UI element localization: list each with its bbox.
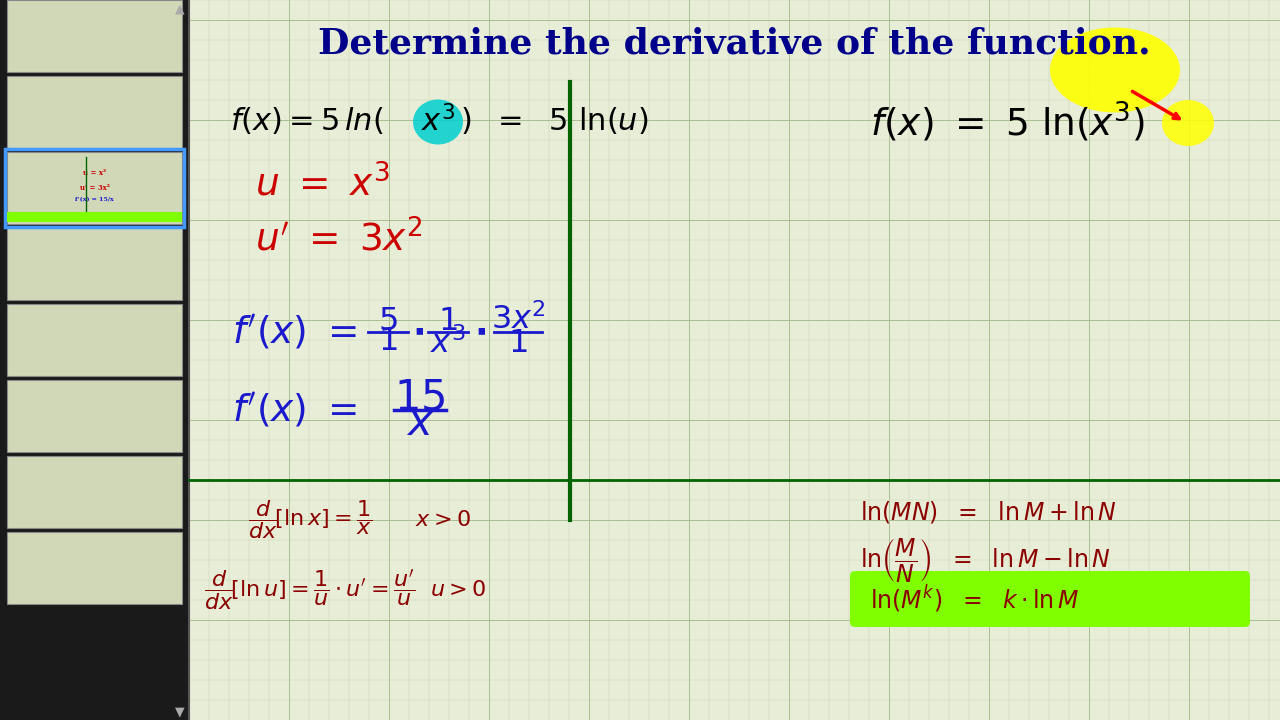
Text: $)\ \ =\ \ 5\ \ln(u)$: $)\ \ =\ \ 5\ \ln(u)$: [460, 107, 649, 138]
Bar: [5, 149, 184, 227]
Text: $15$: $15$: [394, 377, 445, 419]
Text: $1$: $1$: [508, 328, 527, 359]
Bar: [6, 0, 183, 72]
Ellipse shape: [413, 99, 463, 145]
Text: $\ln(MN)\ \ =\ \ \ln M + \ln N$: $\ln(MN)\ \ =\ \ \ln M + \ln N$: [860, 499, 1117, 525]
Text: u' = 3x²: u' = 3x²: [79, 184, 110, 192]
Bar: [6, 212, 183, 222]
Bar: [6, 304, 183, 376]
Text: $x^3$: $x^3$: [421, 106, 456, 138]
Bar: [6, 532, 183, 604]
Bar: [189, 0, 1280, 720]
Text: $u\ =\ x^3$: $u\ =\ x^3$: [255, 166, 389, 204]
Text: $f(x) = 5\!\ ln($: $f(x) = 5\!\ ln($: [230, 107, 384, 138]
Text: f'(x) = 15/x: f'(x) = 15/x: [76, 197, 114, 202]
Text: $\dfrac{d}{dx}\!\left[\ln u\right]=\dfrac{1}{u}\cdot u'=\dfrac{u'}{u}$: $\dfrac{d}{dx}\!\left[\ln u\right]=\dfra…: [205, 568, 416, 612]
Text: $1$: $1$: [379, 326, 398, 358]
Text: $x$: $x$: [406, 402, 434, 444]
Ellipse shape: [1162, 100, 1213, 146]
Text: $1$: $1$: [438, 307, 458, 338]
Text: $x^3$: $x^3$: [430, 328, 466, 360]
Text: $u>0$: $u>0$: [430, 579, 486, 601]
Text: ▲: ▲: [175, 2, 184, 15]
Bar: [0, 0, 189, 720]
Text: Determine the derivative of the function.: Determine the derivative of the function…: [319, 27, 1151, 61]
Text: $3x^2$: $3x^2$: [490, 304, 545, 336]
Text: $u'\ =\ 3x^2$: $u'\ =\ 3x^2$: [255, 220, 422, 259]
Text: $x>0$: $x>0$: [415, 509, 471, 531]
Bar: [6, 76, 183, 148]
Text: ▼: ▼: [175, 705, 184, 718]
Text: $\dfrac{d}{dx}\!\left[\ln x\right]=\dfrac{1}{x}$: $\dfrac{d}{dx}\!\left[\ln x\right]=\dfra…: [248, 498, 372, 541]
Text: u = x³: u = x³: [83, 169, 106, 177]
FancyBboxPatch shape: [850, 571, 1251, 627]
Text: $\ln\!\left(\dfrac{M}{N}\right)\ \ =\ \ \ln M - \ln N$: $\ln\!\left(\dfrac{M}{N}\right)\ \ =\ \ …: [860, 536, 1111, 584]
Text: $f'(x)\ =\ $: $f'(x)\ =\ $: [232, 312, 357, 351]
Text: $5$: $5$: [378, 307, 398, 338]
Ellipse shape: [1050, 27, 1180, 112]
Text: $f(x)\ =\ 5\ \ln(x^3)$: $f(x)\ =\ 5\ \ln(x^3)$: [870, 100, 1146, 144]
Text: $\boldsymbol{\cdot}$: $\boldsymbol{\cdot}$: [412, 315, 424, 349]
Bar: [6, 456, 183, 528]
Text: $\ln(M^k)\ \ =\ \ k\cdot\ln M$: $\ln(M^k)\ \ =\ \ k\cdot\ln M$: [870, 583, 1079, 615]
Text: $\boldsymbol{\cdot}$: $\boldsymbol{\cdot}$: [474, 315, 486, 349]
Bar: [6, 228, 183, 300]
Text: $f'(x)\ =\ $: $f'(x)\ =\ $: [232, 391, 357, 429]
Bar: [6, 380, 183, 452]
Bar: [6, 152, 183, 224]
